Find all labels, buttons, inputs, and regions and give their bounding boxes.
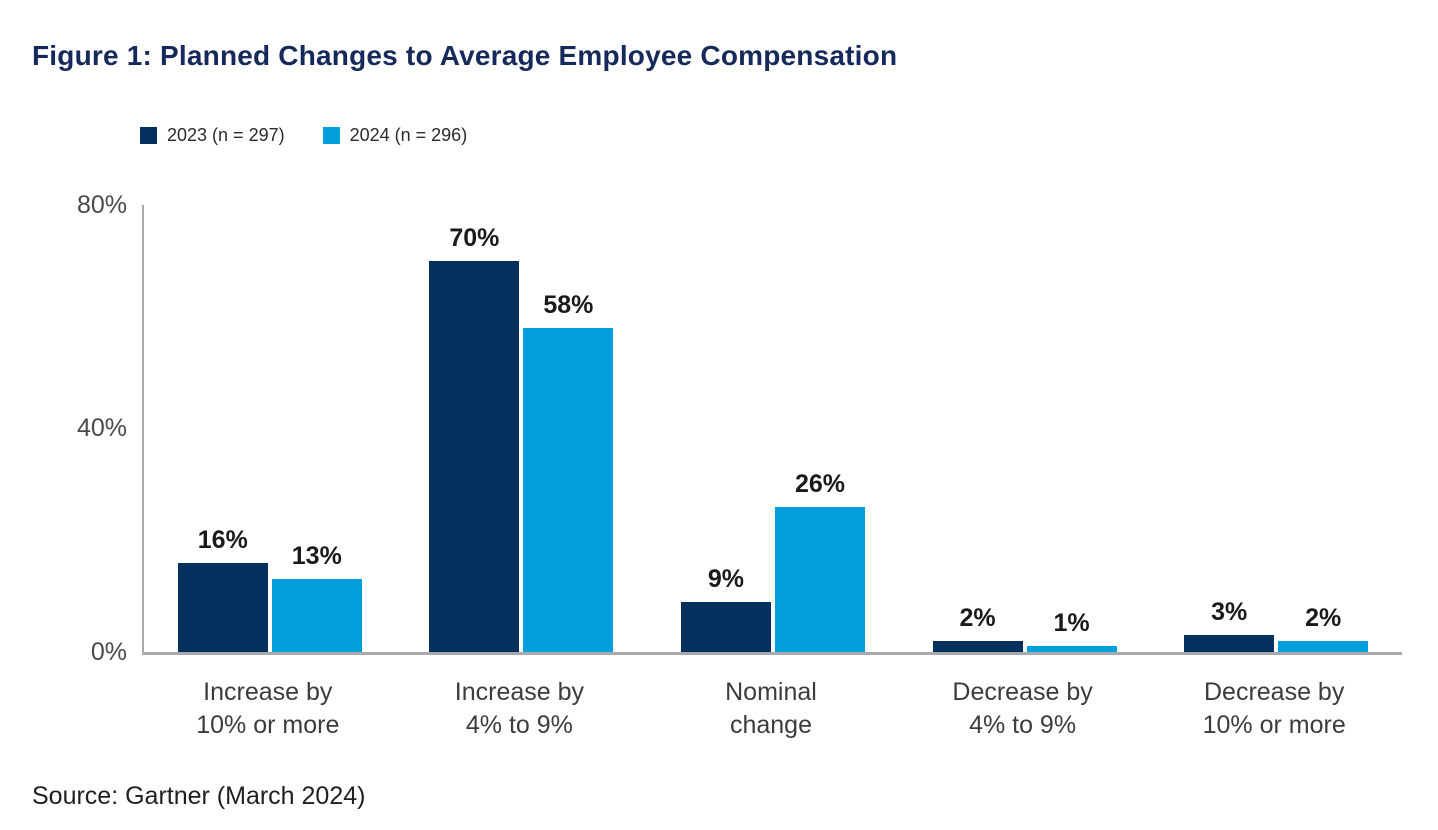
bar-value-label-2023-2: 9% [707, 564, 745, 593]
bar-value-label-2023-0: 16% [197, 525, 248, 554]
bar-2023-0 [177, 562, 268, 652]
bar-value-label-2024-1: 58% [543, 290, 594, 319]
bar-wrap-2023-4: 3% [1184, 598, 1275, 652]
bar-2024-3 [1026, 646, 1117, 652]
bar-group-2: 9% 26% [647, 205, 899, 652]
bar-value-label-2024-0: 13% [291, 542, 342, 571]
x-label-increase-10: Increase by 10% or more [196, 678, 340, 739]
bar-2023-1 [429, 260, 520, 652]
bar-wrap-2024-0: 13% [271, 542, 362, 652]
x-label-decrease-4-9: Decrease by 4% to 9% [952, 678, 1093, 739]
bar-value-label-2023-4: 3% [1211, 598, 1248, 627]
bar-2024-2 [774, 506, 865, 652]
legend-swatch-2023-icon [140, 127, 157, 144]
bar-value-label-2024-4: 2% [1305, 603, 1342, 632]
bar-value-label-2023-1: 70% [449, 223, 500, 252]
legend-label-2024: 2024 (n = 296) [349, 125, 468, 145]
legend-item-2023: 2023 (n = 297) [140, 125, 285, 146]
bar-wrap-2024-3: 1% [1026, 609, 1117, 652]
bar-wrap-2023-3: 2% [932, 603, 1023, 652]
y-tick-label-0: 0% [90, 638, 127, 666]
bar-wrap-2023-1: 70% [429, 223, 520, 652]
y-tick-label-40: 40% [76, 414, 127, 442]
y-axis: 80% 40% 0% [0, 191, 127, 666]
legend-swatch-2024-icon [322, 127, 340, 144]
bar-2024-0 [271, 579, 362, 652]
bar-group-1: 70% 58% [396, 205, 648, 652]
chart-legend: 2023 (n = 297) 2024 (n = 296) [140, 125, 467, 146]
bar-group-0: 16% 13% [144, 205, 396, 652]
bar-2024-4 [1278, 640, 1369, 652]
x-axis-labels: Increase by 10% or more Increase by 4% t… [142, 676, 1400, 741]
x-label-increase-4-9: Increase by 4% to 9% [454, 678, 585, 739]
bar-value-label-2023-3: 2% [959, 603, 996, 632]
x-label-decrease-10: Decrease by 10% or more [1202, 678, 1346, 739]
plot-area: 16% 13% 70% 58% 9% 26% 2% 1% 3% 2% [142, 205, 1402, 655]
legend-label-2023: 2023 (n = 297) [167, 125, 285, 145]
bar-wrap-2024-2: 26% [774, 469, 865, 652]
source-attribution: Source: Gartner (March 2024) [32, 782, 366, 810]
bar-wrap-2024-1: 58% [523, 290, 614, 652]
y-tick-label-80: 80% [76, 191, 127, 219]
legend-item-2024: 2024 (n = 296) [322, 125, 468, 146]
bar-wrap-2023-2: 9% [680, 564, 771, 652]
bar-wrap-2024-4: 2% [1278, 603, 1369, 652]
bar-value-label-2024-2: 26% [794, 469, 845, 498]
bar-2023-2 [680, 601, 771, 652]
x-label-nominal: Nominal change [725, 678, 817, 739]
figure-title: Figure 1: Planned Changes to Average Emp… [32, 40, 898, 71]
bar-group-4: 3% 2% [1150, 205, 1402, 652]
bar-2023-3 [932, 640, 1023, 652]
bar-value-label-2024-3: 1% [1053, 609, 1090, 638]
bar-group-3: 2% 1% [899, 205, 1151, 652]
bar-2023-4 [1184, 635, 1275, 652]
bar-2024-1 [523, 327, 614, 652]
bar-wrap-2023-0: 16% [177, 525, 268, 652]
